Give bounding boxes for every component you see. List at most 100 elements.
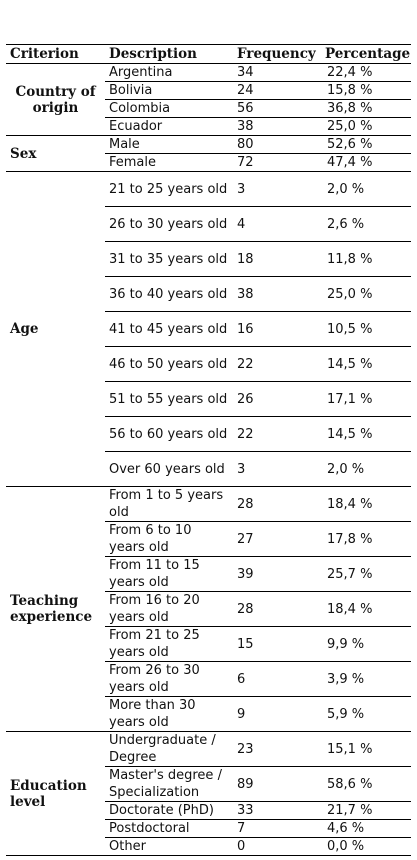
table-row: Country of origin Argentina 34 22,4 % (6, 63, 411, 136)
row-description: 36 to 40 years old (105, 276, 233, 312)
row-description: 46 to 50 years old (105, 346, 233, 382)
row-frequency: 4 (233, 206, 321, 242)
row-description: 31 to 35 years old (105, 241, 233, 277)
header-criterion: Criterion (6, 44, 105, 64)
row-description: Other (105, 837, 233, 856)
row-description: Female (105, 153, 233, 172)
row-percentage: 17,8 % (321, 521, 411, 557)
row-frequency: 80 (233, 135, 321, 154)
row-frequency: 28 (233, 486, 321, 522)
table-row: Female 72 47,4 % (6, 153, 411, 172)
row-frequency: 0 (233, 837, 321, 856)
row-frequency: 34 (233, 63, 321, 82)
row-description: 51 to 55 years old (105, 381, 233, 417)
row-frequency: 39 (233, 556, 321, 592)
row-description: From 16 to 20 years old (105, 591, 233, 627)
row-frequency: 18 (233, 241, 321, 277)
table-row: 36 to 40 years old 38 25,0 % (6, 276, 411, 312)
table-row: Postdoctoral 7 4,6 % (6, 819, 411, 838)
row-description: 26 to 30 years old (105, 206, 233, 242)
row-percentage: 25,0 % (321, 276, 411, 312)
row-frequency: 24 (233, 81, 321, 100)
row-frequency: 27 (233, 521, 321, 557)
row-percentage: 5,9 % (321, 696, 411, 732)
table-row: Age 21 to 25 years old 3 2,0 % (6, 171, 411, 487)
table-row: Colombia 56 36,8 % (6, 99, 411, 118)
criterion-education-level: Education level (6, 731, 105, 856)
row-percentage: 10,5 % (321, 311, 411, 347)
row-frequency: 23 (233, 731, 321, 767)
criterion-age: Age (6, 171, 105, 487)
row-percentage: 25,7 % (321, 556, 411, 592)
row-description: Postdoctoral (105, 819, 233, 838)
table-row: Education level Undergraduate / Degree 2… (6, 731, 411, 856)
row-description: From 11 to 15 years old (105, 556, 233, 592)
row-frequency: 22 (233, 346, 321, 382)
row-description: 41 to 45 years old (105, 311, 233, 347)
row-description: From 1 to 5 years old (105, 486, 233, 522)
table-row: From 21 to 25 years old 15 9,9 % (6, 626, 411, 662)
row-percentage: 22,4 % (321, 63, 411, 82)
row-description: Undergraduate / Degree (105, 731, 233, 767)
row-description: Ecuador (105, 117, 233, 136)
row-percentage: 25,0 % (321, 117, 411, 136)
row-frequency: 38 (233, 276, 321, 312)
table-row: Over 60 years old 3 2,0 % (6, 451, 411, 487)
row-percentage: 21,7 % (321, 801, 411, 820)
row-percentage: 2,0 % (321, 171, 411, 207)
row-percentage: 2,0 % (321, 451, 411, 487)
table-row: From 6 to 10 years old 27 17,8 % (6, 521, 411, 557)
table-row: From 16 to 20 years old 28 18,4 % (6, 591, 411, 627)
row-percentage: 9,9 % (321, 626, 411, 662)
row-description: From 6 to 10 years old (105, 521, 233, 557)
row-percentage: 3,9 % (321, 661, 411, 697)
table-row: From 26 to 30 years old 6 3,9 % (6, 661, 411, 697)
row-percentage: 36,8 % (321, 99, 411, 118)
criterion-sex: Sex (6, 135, 105, 172)
table-row: 41 to 45 years old 16 10,5 % (6, 311, 411, 347)
row-description: Master's degree / Specialization (105, 766, 233, 802)
row-percentage: 18,4 % (321, 486, 411, 522)
row-description: Doctorate (PhD) (105, 801, 233, 820)
row-frequency: 6 (233, 661, 321, 697)
criterion-country-of-origin: Country of origin (6, 63, 105, 136)
row-percentage: 11,8 % (321, 241, 411, 277)
header-percentage: Percentage (321, 44, 411, 64)
header-description: Description (105, 44, 233, 64)
row-percentage: 15,1 % (321, 731, 411, 767)
table-row: 46 to 50 years old 22 14,5 % (6, 346, 411, 382)
row-description: Male (105, 135, 233, 154)
criterion-teaching-experience: Teaching experience (6, 486, 105, 732)
row-frequency: 7 (233, 819, 321, 838)
row-percentage: 47,4 % (321, 153, 411, 172)
row-percentage: 14,5 % (321, 416, 411, 452)
table-row: Sex Male 80 52,6 % (6, 135, 411, 172)
row-frequency: 56 (233, 99, 321, 118)
table-row: More than 30 years old 9 5,9 % (6, 696, 411, 732)
row-description: 56 to 60 years old (105, 416, 233, 452)
row-frequency: 28 (233, 591, 321, 627)
row-frequency: 16 (233, 311, 321, 347)
row-description: Bolivia (105, 81, 233, 100)
row-frequency: 26 (233, 381, 321, 417)
row-percentage: 52,6 % (321, 135, 411, 154)
row-frequency: 3 (233, 171, 321, 207)
row-percentage: 58,6 % (321, 766, 411, 802)
row-percentage: 15,8 % (321, 81, 411, 100)
table-row: 31 to 35 years old 18 11,8 % (6, 241, 411, 277)
row-frequency: 15 (233, 626, 321, 662)
table-row: Master's degree / Specialization 89 58,6… (6, 766, 411, 802)
row-percentage: 14,5 % (321, 346, 411, 382)
row-percentage: 4,6 % (321, 819, 411, 838)
row-frequency: 3 (233, 451, 321, 487)
row-description: Colombia (105, 99, 233, 118)
table-header-row: Criterion Description Frequency Percenta… (6, 44, 411, 64)
row-description: From 21 to 25 years old (105, 626, 233, 662)
table-row: Doctorate (PhD) 33 21,7 % (6, 801, 411, 820)
table-row: Bolivia 24 15,8 % (6, 81, 411, 100)
row-percentage: 2,6 % (321, 206, 411, 242)
row-frequency: 89 (233, 766, 321, 802)
table-row: 51 to 55 years old 26 17,1 % (6, 381, 411, 417)
table-row: 56 to 60 years old 22 14,5 % (6, 416, 411, 452)
row-description: Argentina (105, 63, 233, 82)
